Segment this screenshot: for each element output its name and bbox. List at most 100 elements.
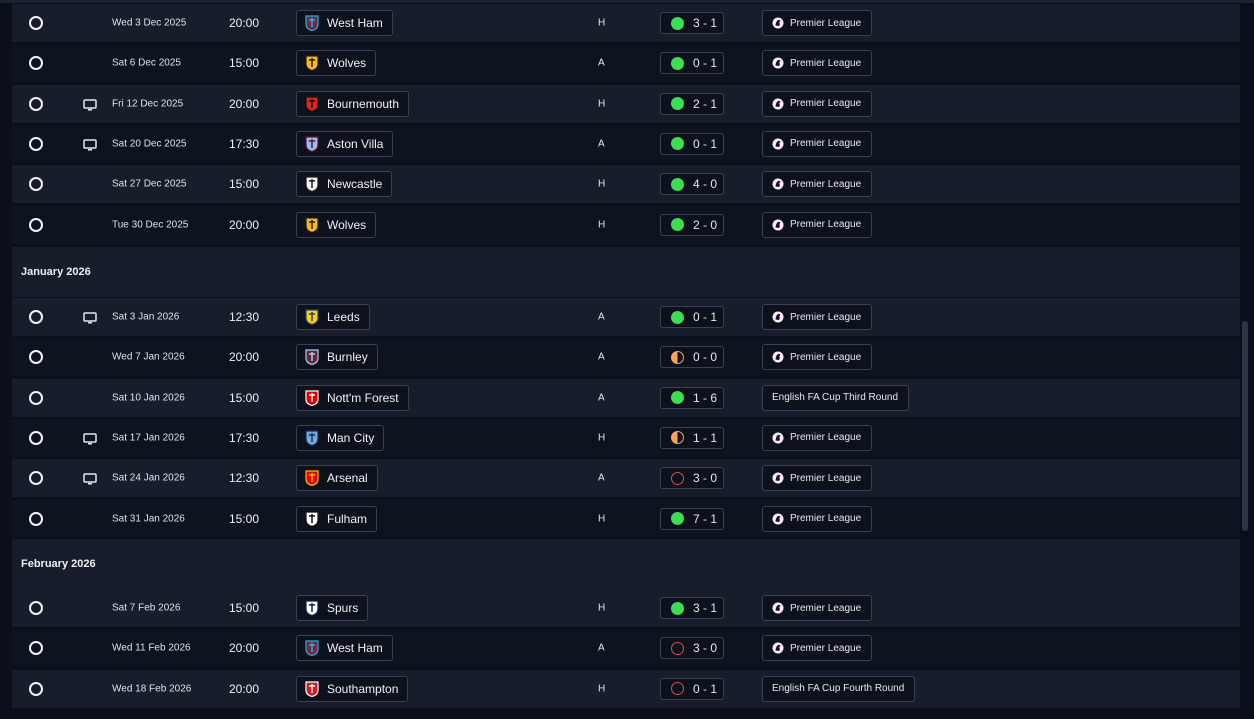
result-button[interactable]: 0 - 1	[660, 306, 724, 328]
kickoff-time: 15:00	[229, 601, 260, 615]
opponent-name: Bournemouth	[327, 96, 400, 111]
venue: A	[598, 351, 605, 363]
fixture-row[interactable]: Sat 17 Jan 2026 17:30 Man City H 1 - 1 Premie…	[12, 418, 1240, 457]
competition-button[interactable]: Premier League	[762, 10, 873, 36]
select-radio[interactable]	[29, 16, 43, 30]
kickoff-time: 20:00	[229, 641, 260, 656]
month-header: February 2026	[12, 539, 1240, 589]
opponent-button[interactable]: Nott'm Forest	[296, 384, 409, 411]
score: 0 - 1	[693, 56, 718, 71]
win-indicator-icon	[671, 137, 684, 151]
opponent-button[interactable]: Spurs	[296, 595, 369, 621]
spurs-crest-icon	[305, 600, 319, 617]
competition-button[interactable]: Premier League	[762, 50, 873, 77]
fixture-row[interactable]: Sat 27 Dec 2025 15:00 Newcastle H 4 - 0 Premi…	[12, 165, 1240, 204]
select-radio[interactable]	[29, 310, 43, 324]
result-button[interactable]: 7 - 1	[660, 507, 724, 530]
fixture-row[interactable]: Sat 31 Jan 2026 15:00 Fulham H 7 - 1 Premier …	[12, 499, 1240, 538]
result-button[interactable]: 1 - 6	[660, 386, 724, 409]
opponent-button[interactable]: West Ham	[296, 10, 393, 36]
result-button[interactable]: 0 - 1	[660, 132, 724, 155]
wolves-crest-icon	[305, 55, 319, 72]
result-button[interactable]: 3 - 1	[660, 12, 724, 34]
result-button[interactable]: 3 - 0	[660, 467, 724, 490]
select-radio[interactable]	[29, 177, 43, 192]
competition-name: Premier League	[790, 219, 862, 230]
competition-button[interactable]: Premier League	[762, 171, 873, 198]
competition-button[interactable]: Premier League	[762, 635, 873, 662]
result-button[interactable]: 0 - 1	[660, 52, 724, 75]
fixture-row[interactable]: Sat 24 Jan 2026 12:30 Arsenal A 3 - 0 Premier…	[12, 459, 1240, 498]
match-date: Sat 24 Jan 2026	[112, 472, 185, 484]
fixture-row[interactable]: Wed 11 Feb 2026 20:00 West Ham A 3 - 0 Premie…	[12, 629, 1240, 668]
competition-button[interactable]: Premier League	[762, 211, 873, 238]
fixture-row[interactable]: Sat 6 Dec 2025 15:00 Wolves A 0 - 1 Premier L…	[12, 44, 1240, 83]
score: 7 - 1	[693, 511, 718, 526]
opponent-button[interactable]: West Ham	[296, 635, 393, 662]
competition-button[interactable]: Premier League	[762, 595, 873, 621]
opponent-button[interactable]: Burnley	[296, 344, 378, 371]
fixture-row[interactable]: Wed 3 Dec 2025 20:00 West Ham H 3 - 1 Premier…	[12, 4, 1240, 42]
competition-button[interactable]: English FA Cup Fourth Round	[762, 675, 916, 702]
competition-button[interactable]: Premier League	[762, 130, 873, 157]
win-indicator-icon	[671, 601, 684, 615]
opponent-button[interactable]: Fulham	[296, 505, 378, 532]
fixture-row[interactable]: Sat 10 Jan 2026 15:00 Nott'm Forest A 1 - 6 E…	[12, 378, 1240, 417]
select-radio[interactable]	[29, 641, 43, 656]
score: 0 - 1	[693, 310, 718, 324]
select-radio[interactable]	[29, 390, 43, 405]
tv-icon	[83, 138, 97, 151]
select-radio[interactable]	[29, 430, 43, 445]
fixture-row[interactable]: Sat 20 Dec 2025 17:30 Aston Villa A 0 - 1 Pre…	[12, 124, 1240, 163]
opponent-button[interactable]: Wolves	[296, 211, 377, 238]
fixture-row[interactable]: Wed 18 Feb 2026 20:00 Southampton H 0 - 1 Eng…	[12, 669, 1240, 708]
fixture-row[interactable]: Tue 30 Dec 2025 20:00 Wolves H 2 - 0 Premier …	[12, 205, 1240, 244]
select-radio[interactable]	[29, 601, 43, 615]
select-radio[interactable]	[29, 136, 43, 151]
select-radio[interactable]	[29, 217, 43, 232]
select-radio[interactable]	[29, 511, 43, 526]
fixture-row[interactable]: Wed 7 Jan 2026 20:00 Burnley A 0 - 0 Premier …	[12, 338, 1240, 377]
opponent-button[interactable]: Southampton	[296, 675, 409, 702]
opponent-button[interactable]: Leeds	[296, 304, 370, 330]
select-radio[interactable]	[29, 96, 43, 111]
opponent-button[interactable]: Bournemouth	[296, 90, 410, 117]
competition-button[interactable]: Premier League	[762, 304, 873, 330]
competition-button[interactable]: Premier League	[762, 90, 873, 117]
result-button[interactable]: 3 - 1	[660, 597, 724, 619]
fixture-row[interactable]: Fri 12 Dec 2025 20:00 Bournemouth H 2 - 1 Pre…	[12, 84, 1240, 123]
select-radio[interactable]	[29, 350, 43, 365]
win-indicator-icon	[671, 97, 684, 111]
competition-name: Premier League	[790, 98, 862, 110]
result-button[interactable]: 2 - 0	[660, 213, 724, 236]
premier-league-icon	[772, 138, 784, 150]
score: 3 - 1	[693, 601, 718, 615]
competition-button[interactable]: English FA Cup Third Round	[762, 384, 910, 411]
result-button[interactable]: 0 - 1	[660, 677, 724, 700]
opponent-button[interactable]: Aston Villa	[296, 130, 394, 157]
opponent-button[interactable]: Man City	[296, 424, 385, 451]
result-button[interactable]: 2 - 1	[660, 92, 724, 115]
result-button[interactable]: 0 - 0	[660, 346, 724, 369]
result-button[interactable]: 1 - 1	[660, 426, 724, 449]
result-button[interactable]: 3 - 0	[660, 637, 724, 660]
select-radio[interactable]	[29, 681, 43, 696]
tv-icon	[83, 311, 97, 324]
select-radio[interactable]	[29, 471, 43, 486]
opponent-button[interactable]: Newcastle	[296, 171, 393, 198]
scrollbar-thumb[interactable]	[1242, 321, 1248, 531]
opponent-button[interactable]: Arsenal	[296, 465, 378, 492]
opponent-button[interactable]: Wolves	[296, 50, 377, 77]
score: 3 - 0	[693, 471, 718, 486]
competition-button[interactable]: Premier League	[762, 505, 873, 532]
opponent-name: Arsenal	[327, 471, 368, 486]
fixture-row[interactable]: Sat 3 Jan 2026 12:30 Leeds A 0 - 1 Premier Le…	[12, 298, 1240, 336]
result-button[interactable]: 4 - 0	[660, 173, 724, 196]
competition-button[interactable]: Premier League	[762, 465, 873, 492]
competition-button[interactable]: Premier League	[762, 424, 873, 451]
fixture-row[interactable]: Sat 7 Feb 2026 15:00 Spurs H 3 - 1 Premier Le…	[12, 589, 1240, 627]
opponent-name: West Ham	[327, 16, 383, 30]
select-radio[interactable]	[29, 56, 43, 71]
score: 0 - 0	[693, 350, 718, 365]
competition-button[interactable]: Premier League	[762, 344, 873, 371]
